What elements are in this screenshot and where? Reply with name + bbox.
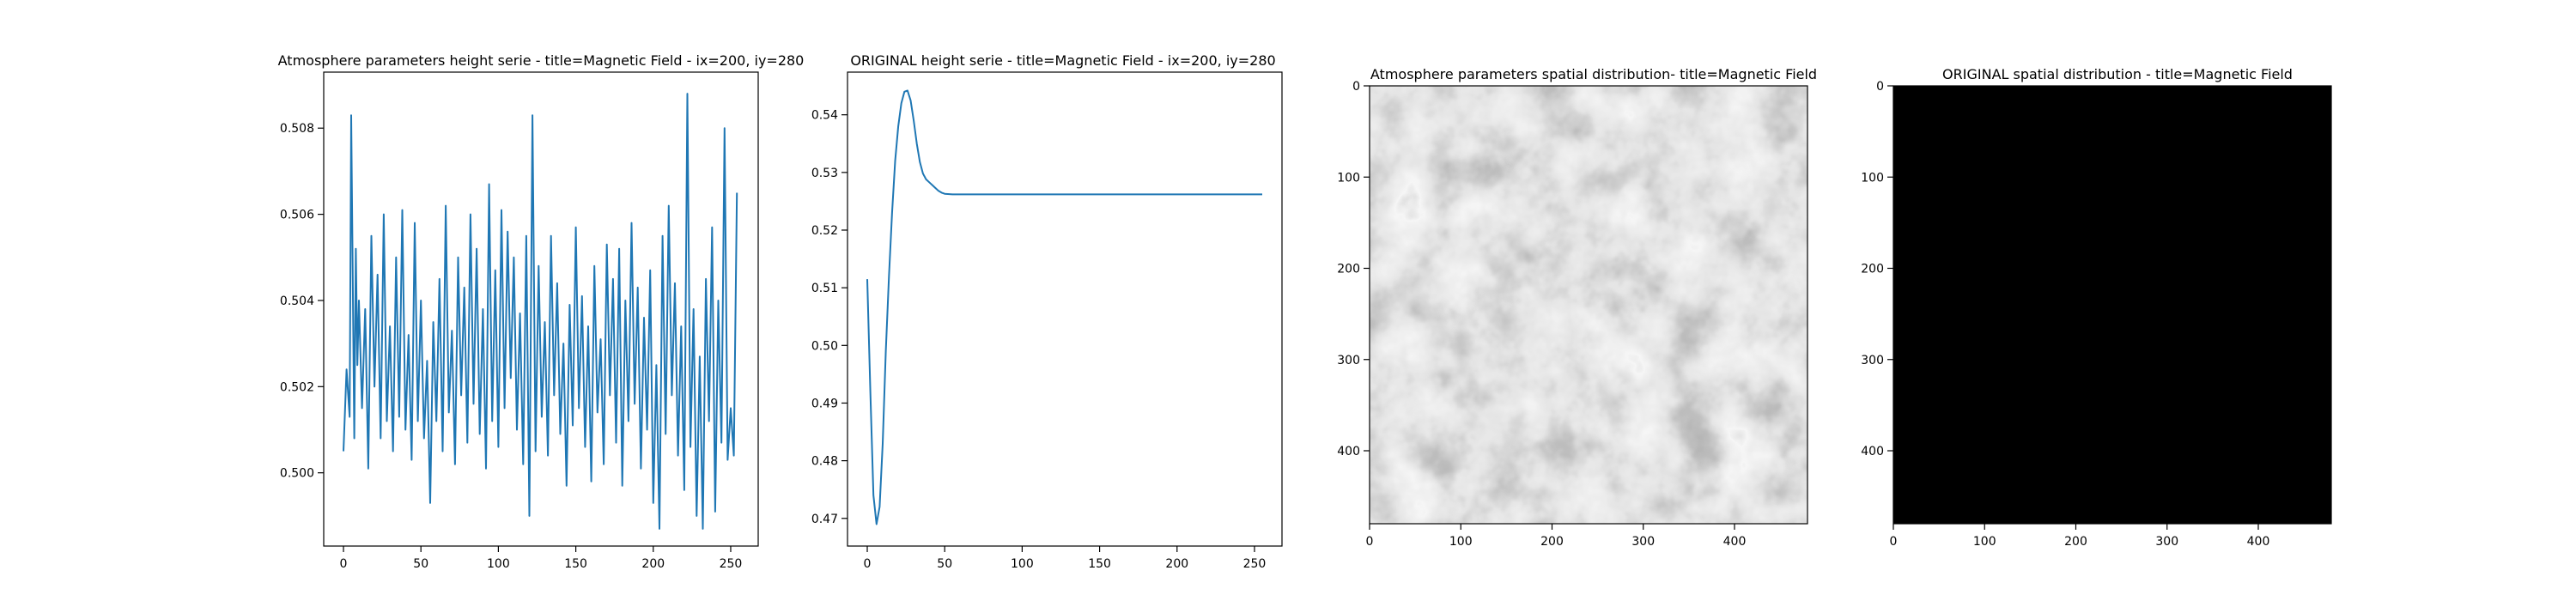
series-line <box>343 93 738 530</box>
y-tick-label: 0.47 <box>811 513 838 526</box>
y-tick-label: 0.50 <box>811 339 838 353</box>
y-tick-label: 0.54 <box>811 109 838 123</box>
x-tick-label: 400 <box>2247 535 2270 549</box>
y-tick-label: 100 <box>1337 171 1360 185</box>
x-tick-label: 100 <box>487 557 510 571</box>
heatmap-image <box>1893 86 2331 524</box>
chart-panel-3: Atmosphere parameters spatial distributi… <box>1337 66 1817 549</box>
chart-title: Atmosphere parameters height serie - tit… <box>278 52 805 69</box>
x-tick-label: 200 <box>2064 535 2087 549</box>
chart-panel-4: ORIGINAL spatial distribution - title=Ma… <box>1861 66 2332 549</box>
chart-panel-2: ORIGINAL height serie - title=Magnetic F… <box>811 52 1283 571</box>
x-tick-label: 0 <box>1890 535 1898 549</box>
x-tick-label: 50 <box>413 557 428 571</box>
x-tick-label: 200 <box>1165 557 1188 571</box>
y-tick-label: 400 <box>1337 445 1360 458</box>
y-tick-label: 0.506 <box>280 209 314 222</box>
y-tick-label: 200 <box>1861 263 1884 276</box>
plot-frame <box>1893 85 2332 525</box>
x-tick-label: 400 <box>1723 535 1747 549</box>
heatmap-image <box>1370 86 1807 524</box>
x-tick-label: 150 <box>564 557 587 571</box>
x-tick-label: 250 <box>1243 557 1267 571</box>
plot-frame <box>847 71 1283 547</box>
y-tick-label: 0.502 <box>280 380 314 394</box>
x-tick-label: 300 <box>2155 535 2178 549</box>
x-tick-label: 100 <box>1011 557 1034 571</box>
x-tick-label: 300 <box>1631 535 1655 549</box>
x-tick-label: 250 <box>720 557 743 571</box>
x-tick-label: 100 <box>1449 535 1473 549</box>
x-tick-label: 0 <box>340 557 348 571</box>
y-tick-label: 300 <box>1337 354 1360 367</box>
plot-frame <box>1369 85 1808 525</box>
y-tick-label: 300 <box>1861 354 1884 367</box>
y-tick-label: 0.500 <box>280 467 314 481</box>
y-tick-label: 0.504 <box>280 294 314 308</box>
y-tick-label: 0.53 <box>811 167 838 180</box>
y-tick-label: 0 <box>1352 80 1360 94</box>
x-tick-label: 200 <box>641 557 665 571</box>
y-tick-label: 200 <box>1337 263 1360 276</box>
chart-title: ORIGINAL height serie - title=Magnetic F… <box>850 52 1275 69</box>
x-tick-label: 100 <box>1973 535 1996 549</box>
y-tick-label: 0.48 <box>811 455 838 469</box>
y-tick-label: 0 <box>1876 80 1884 94</box>
chart-title: ORIGINAL spatial distribution - title=Ma… <box>1942 66 2293 82</box>
y-tick-label: 0.51 <box>811 282 838 295</box>
y-tick-label: 400 <box>1861 445 1884 458</box>
y-tick-label: 0.508 <box>280 122 314 136</box>
x-tick-label: 0 <box>864 557 872 571</box>
y-tick-label: 0.52 <box>811 224 838 238</box>
y-tick-label: 100 <box>1861 171 1884 185</box>
chart-panel-1: Atmosphere parameters height serie - tit… <box>278 52 805 571</box>
plot-frame <box>323 71 759 547</box>
x-tick-label: 50 <box>937 557 952 571</box>
chart-title: Atmosphere parameters spatial distributi… <box>1370 66 1817 82</box>
x-tick-label: 200 <box>1540 535 1564 549</box>
x-tick-label: 150 <box>1088 557 1111 571</box>
x-tick-label: 0 <box>1366 535 1374 549</box>
y-tick-label: 0.49 <box>811 397 838 410</box>
series-line <box>866 89 1262 525</box>
